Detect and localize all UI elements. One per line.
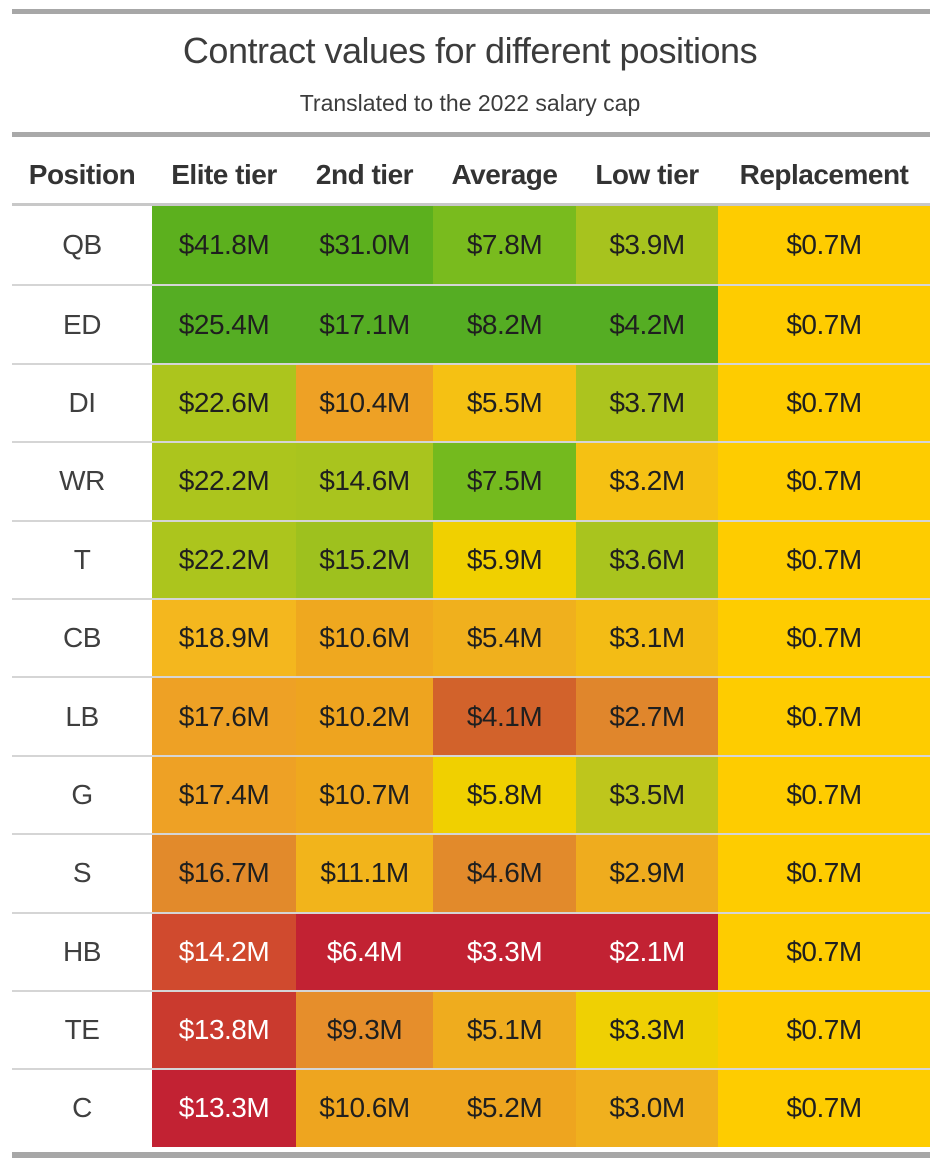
table-header-row: Position Elite tier 2nd tier Average Low… (12, 150, 930, 200)
value-cell-replacement: $0.7M (718, 835, 930, 912)
value-cell-replacement: $0.7M (718, 756, 930, 834)
value-cell-2nd-tier: $10.2M (296, 678, 433, 755)
value-cell-replacement: $0.7M (718, 678, 930, 755)
table-row: C $13.3M $10.6M $5.2M $3.0M $0.7M (12, 1068, 930, 1147)
position-label: WR (12, 443, 152, 520)
value-cell-replacement: $0.7M (718, 991, 930, 1069)
value-cell-low-tier: $3.9M (576, 206, 718, 285)
subtitle-divider-bar (12, 132, 930, 137)
value-cell-elite-tier: $13.8M (152, 991, 296, 1069)
value-cell-elite-tier: $14.2M (152, 913, 296, 990)
value-cell-replacement: $0.7M (718, 521, 930, 598)
position-label: S (12, 835, 152, 912)
value-cell-low-tier: $4.2M (576, 286, 718, 363)
column-header-low-tier: Low tier (595, 159, 699, 190)
position-label: TE (12, 991, 152, 1069)
position-label: QB (12, 206, 152, 285)
column-header-elite-tier: Elite tier (171, 159, 277, 190)
value-cell-replacement: $0.7M (718, 206, 930, 285)
value-cell-2nd-tier: $10.6M (296, 599, 433, 677)
table-row: LB $17.6M $10.2M $4.1M $2.7M $0.7M (12, 676, 930, 755)
value-cell-low-tier: $3.3M (576, 991, 718, 1069)
value-cell-elite-tier: $22.2M (152, 443, 296, 520)
value-cell-low-tier: $3.2M (576, 443, 718, 520)
value-cell-replacement: $0.7M (718, 1070, 930, 1147)
column-header-average: Average (451, 159, 558, 190)
value-cell-replacement: $0.7M (718, 599, 930, 677)
value-cell-2nd-tier: $17.1M (296, 286, 433, 363)
column-header-position: Position (28, 159, 136, 190)
page-subtitle: Translated to the 2022 salary cap (299, 90, 641, 116)
position-label: C (12, 1070, 152, 1147)
value-cell-2nd-tier: $10.4M (296, 364, 433, 442)
value-cell-elite-tier: $41.8M (152, 206, 296, 285)
value-cell-average: $5.9M (433, 521, 576, 598)
value-cell-elite-tier: $22.2M (152, 521, 296, 598)
top-divider-bar (12, 9, 930, 14)
value-cell-elite-tier: $25.4M (152, 286, 296, 363)
value-cell-elite-tier: $13.3M (152, 1070, 296, 1147)
value-cell-low-tier: $2.9M (576, 835, 718, 912)
value-cell-replacement: $0.7M (718, 443, 930, 520)
value-cell-2nd-tier: $9.3M (296, 991, 433, 1069)
value-cell-low-tier: $3.0M (576, 1070, 718, 1147)
value-cell-elite-tier: $17.6M (152, 678, 296, 755)
value-cell-average: $7.8M (433, 206, 576, 285)
column-header-replacement: Replacement (739, 159, 909, 190)
table-row: QB $41.8M $31.0M $7.8M $3.9M $0.7M (12, 206, 930, 285)
value-cell-elite-tier: $17.4M (152, 756, 296, 834)
position-label: G (12, 756, 152, 834)
header-divider-rule (12, 203, 930, 206)
position-label: HB (12, 913, 152, 990)
column-header-2nd-tier: 2nd tier (315, 159, 414, 190)
position-label: DI (12, 364, 152, 442)
value-cell-average: $7.5M (433, 443, 576, 520)
value-cell-average: $4.6M (433, 835, 576, 912)
position-label: CB (12, 599, 152, 677)
value-cell-elite-tier: $22.6M (152, 364, 296, 442)
value-cell-2nd-tier: $6.4M (296, 913, 433, 990)
page-title: Contract values for different positions (182, 30, 758, 71)
value-cell-average: $8.2M (433, 286, 576, 363)
value-cell-average: $5.2M (433, 1070, 576, 1147)
value-cell-average: $5.8M (433, 756, 576, 834)
table-body: QB $41.8M $31.0M $7.8M $3.9M $0.7M ED $25.4M $17… (12, 206, 930, 1147)
value-cell-replacement: $0.7M (718, 286, 930, 363)
value-cell-2nd-tier: $10.6M (296, 1070, 433, 1147)
table-row: CB $18.9M $10.6M $5.4M $3.1M $0.7M (12, 597, 930, 677)
position-label: LB (12, 678, 152, 755)
value-cell-low-tier: $3.6M (576, 521, 718, 598)
table-row: ED $25.4M $17.1M $8.2M $4.2M $0.7M (12, 284, 930, 363)
value-cell-elite-tier: $16.7M (152, 835, 296, 912)
value-cell-2nd-tier: $10.7M (296, 756, 433, 834)
value-cell-2nd-tier: $11.1M (296, 835, 433, 912)
table-row: DI $22.6M $10.4M $5.5M $3.7M $0.7M (12, 362, 930, 442)
table-row: S $16.7M $11.1M $4.6M $2.9M $0.7M (12, 833, 930, 912)
value-cell-2nd-tier: $14.6M (296, 443, 433, 520)
value-cell-low-tier: $3.7M (576, 364, 718, 442)
value-cell-average: $5.4M (433, 599, 576, 677)
value-cell-low-tier: $3.5M (576, 756, 718, 834)
value-cell-elite-tier: $18.9M (152, 599, 296, 677)
value-cell-low-tier: $2.1M (576, 913, 718, 990)
value-cell-2nd-tier: $31.0M (296, 206, 433, 285)
value-cell-replacement: $0.7M (718, 913, 930, 990)
table-row: T $22.2M $15.2M $5.9M $3.6M $0.7M (12, 519, 930, 598)
bottom-divider-bar (12, 1152, 930, 1158)
table-row: WR $22.2M $14.6M $7.5M $3.2M $0.7M (12, 441, 930, 520)
value-cell-2nd-tier: $15.2M (296, 521, 433, 598)
position-label: ED (12, 286, 152, 363)
value-cell-average: $4.1M (433, 678, 576, 755)
value-cell-low-tier: $3.1M (576, 599, 718, 677)
table-row: G $17.4M $10.7M $5.8M $3.5M $0.7M (12, 754, 930, 834)
table-row: TE $13.8M $9.3M $5.1M $3.3M $0.7M (12, 989, 930, 1069)
value-cell-average: $3.3M (433, 913, 576, 990)
value-cell-low-tier: $2.7M (576, 678, 718, 755)
table-row: HB $14.2M $6.4M $3.3M $2.1M $0.7M (12, 911, 930, 990)
value-cell-average: $5.1M (433, 991, 576, 1069)
value-cell-replacement: $0.7M (718, 364, 930, 442)
position-label: T (12, 521, 152, 598)
value-cell-average: $5.5M (433, 364, 576, 442)
